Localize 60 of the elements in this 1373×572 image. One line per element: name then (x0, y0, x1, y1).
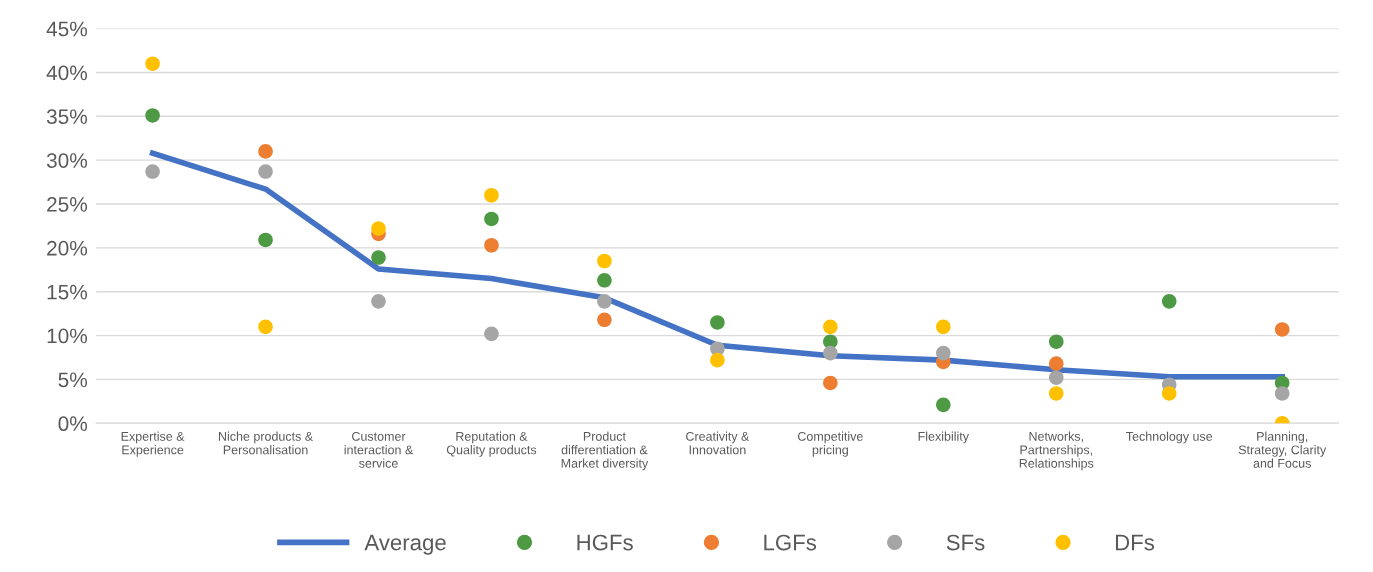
point (823, 319, 838, 335)
point (597, 253, 612, 269)
point (484, 187, 499, 203)
y-tick-label: 20% (47, 240, 88, 256)
y-tick-label: 45% (46, 21, 88, 37)
x-tick-label: Flexibility (918, 431, 969, 444)
point (597, 312, 612, 328)
point (145, 108, 160, 123)
y-tick-label: 40% (46, 65, 88, 81)
point (145, 56, 160, 71)
point (371, 221, 386, 236)
point (1274, 386, 1290, 401)
y-tick-label: 30% (46, 153, 88, 168)
y-tick-label: 5% (58, 372, 88, 388)
legend-label: Average (364, 534, 446, 555)
point (936, 319, 951, 335)
x-tick-label: Reputation & Quality products (446, 431, 537, 457)
y-tick-label: 10% (47, 328, 88, 344)
x-tick-label: Competitive pricing (797, 431, 863, 457)
x-tick-label: Customer interaction & service (344, 431, 414, 468)
legend-label: LGFs (764, 534, 817, 551)
point (371, 294, 386, 309)
legend-label: DFs (1115, 534, 1155, 551)
x-tick-label: Creativity & Innovation (686, 431, 750, 455)
x-tick-label: Niche products & Personalisation (218, 431, 313, 455)
point (1048, 356, 1064, 371)
point (1274, 322, 1290, 337)
point (145, 164, 160, 179)
point (936, 345, 951, 361)
point (1161, 386, 1177, 401)
point (258, 144, 273, 159)
legend-label: HGFs (577, 534, 633, 551)
y-tick-label: 35% (46, 109, 88, 125)
point (710, 315, 725, 330)
point (823, 345, 838, 361)
x-tick-label: Technology use (1126, 431, 1213, 444)
y-tick-label: 25% (47, 197, 88, 212)
x-tick-label: Planning, Strategy, Clarity and Focus (1238, 431, 1327, 468)
x-tick-label: Networks, Partnerships, Relationships (1019, 431, 1094, 471)
y-tick-label: 15% (47, 284, 88, 300)
point (484, 237, 499, 253)
point (1161, 294, 1177, 309)
x-tick-label: Expertise & Experience (121, 431, 185, 457)
point (936, 397, 951, 413)
point (371, 250, 386, 265)
point (710, 352, 725, 368)
point (597, 273, 612, 288)
point (484, 211, 499, 227)
x-tick-label: Product differentiation & Market diversity (561, 431, 649, 471)
point (258, 232, 273, 248)
point (258, 319, 273, 335)
point (597, 294, 612, 309)
point (258, 164, 273, 179)
point (484, 326, 499, 342)
legend-label: SFs (946, 534, 985, 551)
point (1048, 386, 1064, 401)
point (1048, 370, 1064, 385)
point (1048, 334, 1064, 349)
y-tick-label: 0% (58, 416, 88, 432)
point (823, 375, 838, 391)
